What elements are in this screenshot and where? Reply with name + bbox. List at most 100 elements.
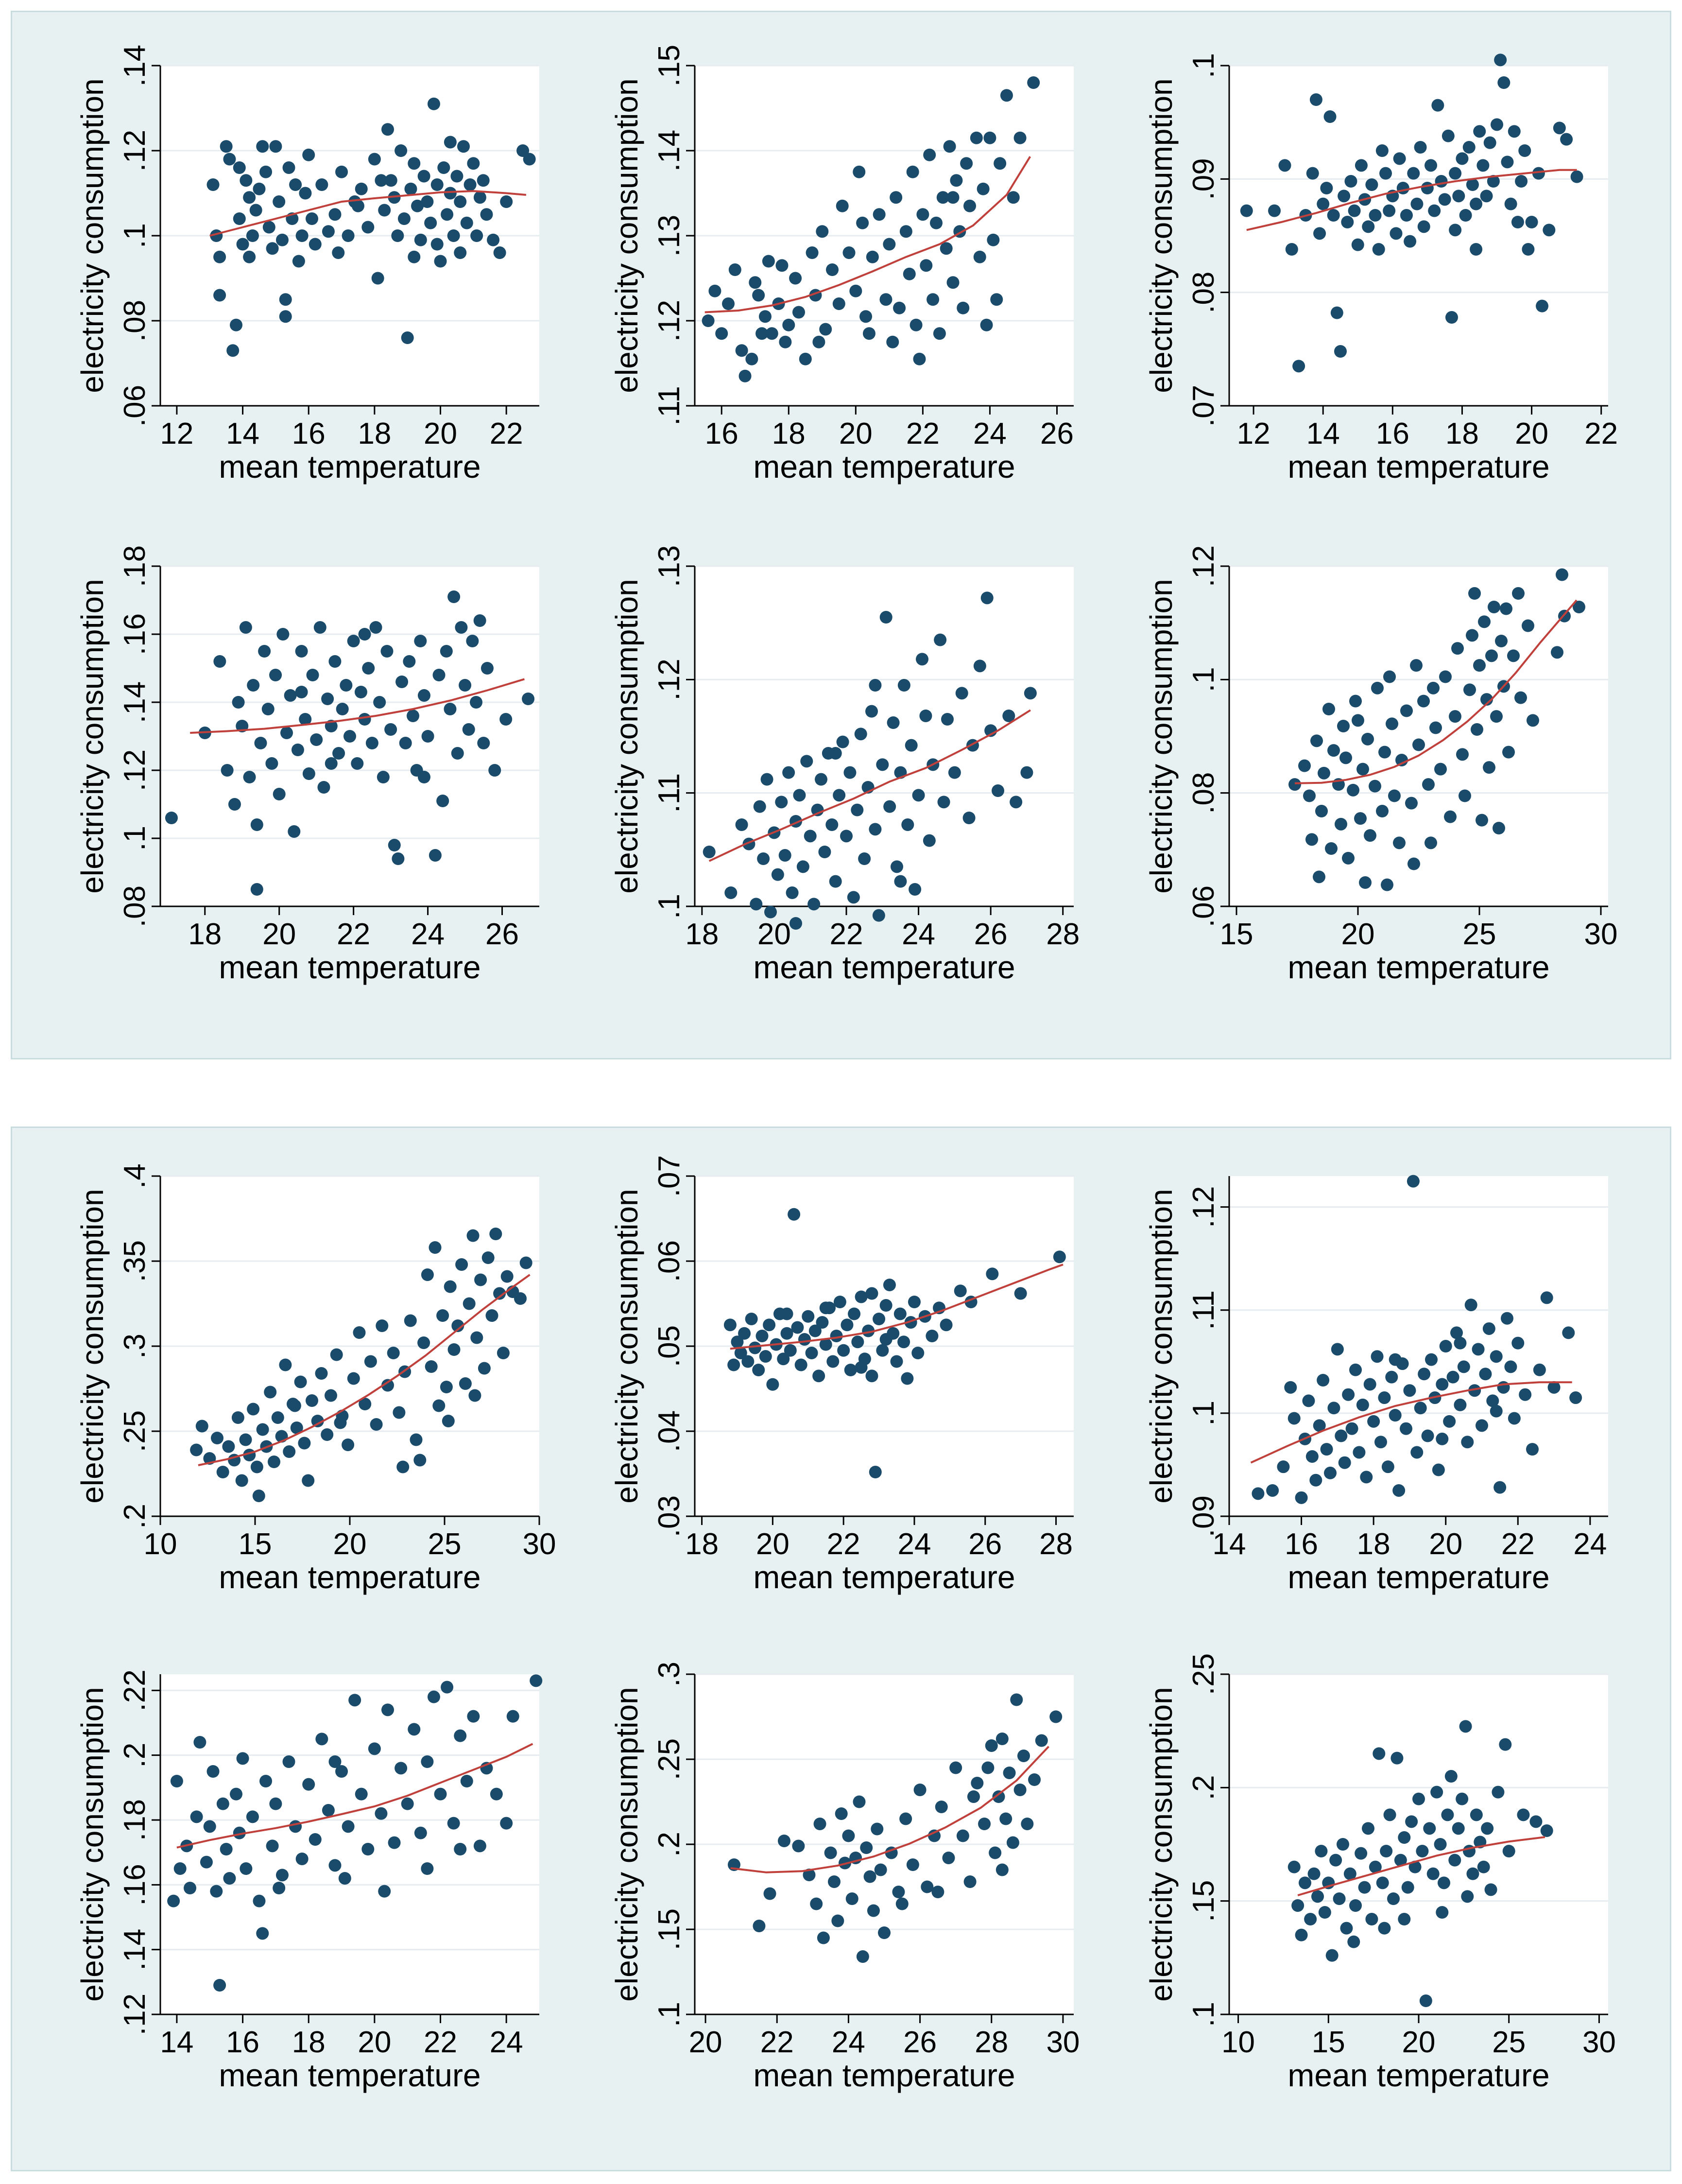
scatter-point [1485, 649, 1498, 662]
scatter-point [1287, 1860, 1301, 1873]
scatter-point [891, 860, 903, 873]
scatter-point [369, 621, 382, 634]
scatter-point [493, 246, 506, 259]
scatter-point [890, 191, 903, 204]
y-tick-label: .1 [118, 826, 152, 851]
y-tick-label: .06 [652, 1240, 686, 1282]
scatter-point [273, 195, 286, 208]
scatter-point [279, 310, 292, 323]
x-tick-label: 28 [975, 2026, 1008, 2059]
fit-line [1250, 1381, 1572, 1464]
scatter-point [1400, 1422, 1412, 1435]
scatter-point [840, 830, 853, 843]
scatter-point [432, 669, 446, 681]
x-axis-title: mean temperature [1287, 449, 1549, 485]
scatter-point [1327, 209, 1340, 222]
scatter-point [1347, 783, 1359, 797]
scatter-point [384, 174, 397, 187]
scatter-point [377, 771, 390, 783]
scatter-point [1452, 1822, 1465, 1835]
scatter-point [926, 1330, 939, 1342]
scatter-point [450, 170, 463, 183]
scatter-point [999, 1812, 1013, 1825]
scatter-point [295, 686, 308, 698]
scatter-point [1504, 1360, 1517, 1373]
scatter-point [897, 679, 910, 692]
scatter-point [430, 178, 444, 191]
scatter-point [454, 195, 467, 208]
scatter-point [514, 1292, 527, 1305]
y-tick-label: .12 [118, 1993, 152, 2035]
scatter-point [1473, 659, 1486, 672]
y-tick-label: .13 [652, 215, 686, 257]
scatter-point [429, 1241, 442, 1254]
scatter-point [354, 686, 367, 698]
scatter-point [306, 1394, 318, 1407]
scatter-point [835, 1807, 848, 1820]
scatter-point [786, 886, 799, 899]
scatter-point [775, 259, 789, 272]
fit-line [1297, 1836, 1545, 1896]
scatter-point [434, 255, 447, 268]
scatter-point [375, 174, 388, 187]
scatter-point [866, 250, 879, 263]
scatter-point [1515, 175, 1528, 188]
scatter-point [269, 140, 282, 153]
scatter-chart-11: 20 22 24 26 28 30 .1 .15 .2 .25 .3 mean temperature… [609, 1662, 1080, 2093]
scatter-point [1338, 190, 1351, 203]
scatter-point [497, 1347, 510, 1359]
scatter-point [1508, 1412, 1521, 1425]
scatter-point [223, 1872, 236, 1885]
scatter-point [298, 1437, 311, 1450]
scatter-point [256, 140, 269, 153]
scatter-point [980, 591, 994, 605]
scatter-point [1359, 876, 1372, 889]
y-tick-label: .08 [1187, 272, 1220, 313]
scatter-point [1525, 216, 1538, 228]
y-tick-label: .15 [652, 45, 686, 87]
scatter-point [848, 1307, 861, 1320]
scatter-point [933, 327, 946, 340]
scatter-point [193, 1736, 206, 1749]
scatter-point [1393, 152, 1406, 165]
x-tick-label: 22 [1584, 417, 1618, 451]
x-axis-title: mean temperature [753, 2057, 1015, 2093]
scatter-point [1543, 224, 1556, 237]
y-tick-label: .14 [118, 1929, 152, 1971]
scatter-point [853, 165, 866, 178]
scatter-point [734, 1347, 747, 1359]
scatter-point [290, 1421, 303, 1434]
scatter-point [778, 849, 791, 862]
scatter-point [1381, 878, 1393, 891]
scatter-point [395, 144, 408, 157]
y-tick-label: .14 [118, 45, 152, 87]
scatter-point [336, 703, 349, 715]
scatter-point [370, 1418, 383, 1431]
x-tick-label: 25 [428, 1527, 462, 1561]
scatter-point [490, 1787, 503, 1801]
scatter-point [1418, 1368, 1431, 1381]
scatter-point [299, 187, 312, 200]
scatter-point [444, 187, 457, 200]
scatter-point [1003, 1767, 1016, 1779]
scatter-point [375, 1807, 388, 1820]
scatter-point [1378, 1922, 1391, 1935]
y-tick-label: .1 [1187, 667, 1220, 692]
y-tick-label: .22 [118, 1669, 152, 1711]
scatter-point [444, 1280, 457, 1293]
scatter-point [1304, 1913, 1317, 1925]
scatter-point [436, 795, 449, 807]
scatter-point [753, 1920, 766, 1932]
scatter-point [470, 696, 482, 709]
scatter-point [1324, 1466, 1337, 1479]
scatter-point [1479, 1368, 1492, 1381]
fit-line [1246, 169, 1577, 231]
scatter-point [408, 1723, 421, 1736]
x-tick-label: 15 [1220, 918, 1253, 951]
scatter-point [1459, 209, 1472, 222]
scatter-point [335, 165, 348, 178]
scatter-point [1349, 1363, 1362, 1376]
scatter-point [460, 1775, 473, 1787]
scatter-point [1526, 1443, 1539, 1456]
scatter-point [334, 1416, 347, 1429]
